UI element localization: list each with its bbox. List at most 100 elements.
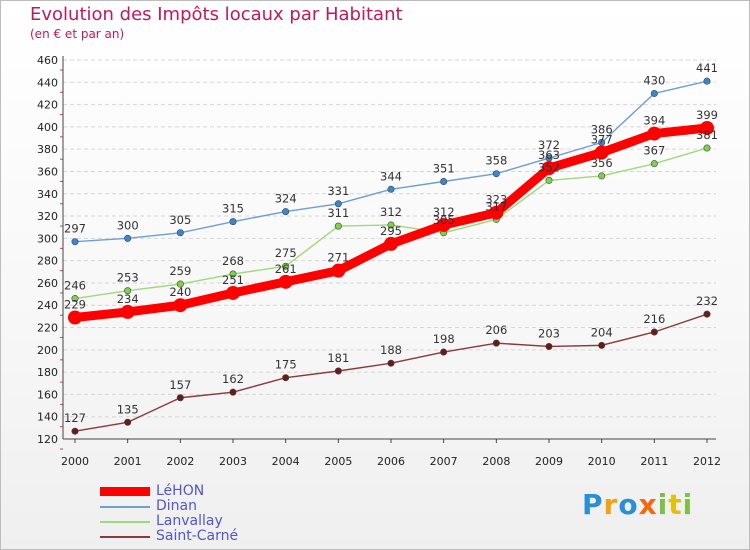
data-point xyxy=(703,144,711,152)
data-label: 216 xyxy=(643,312,665,326)
data-label: 317 xyxy=(485,199,507,213)
y-tick-label: 140 xyxy=(37,411,58,424)
data-point xyxy=(700,120,714,135)
x-tick-label: 2010 xyxy=(588,455,616,468)
y-tick-label: 220 xyxy=(37,322,58,335)
data-point xyxy=(334,200,342,208)
data-label: 253 xyxy=(117,271,139,285)
legend-swatch xyxy=(100,536,150,538)
data-label: 198 xyxy=(433,332,455,346)
data-point xyxy=(334,367,342,375)
data-label: 240 xyxy=(169,285,191,299)
x-tick-label: 2005 xyxy=(324,455,352,468)
data-point xyxy=(176,229,184,237)
data-point xyxy=(278,274,293,289)
data-label: 300 xyxy=(117,218,139,232)
y-tick-label: 460 xyxy=(37,54,58,67)
x-tick-label: 2003 xyxy=(219,455,247,468)
y-tick-label: 160 xyxy=(37,388,58,401)
data-point xyxy=(594,145,609,160)
x-tick-label: 2001 xyxy=(114,455,142,468)
data-point xyxy=(387,185,395,193)
data-label: 386 xyxy=(591,122,613,136)
legend-swatch xyxy=(100,487,150,496)
y-tick-label: 420 xyxy=(37,99,58,112)
logo-letter: r xyxy=(603,488,619,521)
data-point xyxy=(229,388,237,396)
x-tick-label: 2002 xyxy=(166,455,194,468)
data-label: 275 xyxy=(275,246,297,260)
data-point xyxy=(387,221,395,229)
data-label: 229 xyxy=(64,297,86,311)
legend-label: Lanvallay xyxy=(156,513,223,529)
data-point xyxy=(282,374,290,382)
data-point xyxy=(71,427,79,435)
logo-letter: t xyxy=(668,488,683,521)
proxiti-logo: Proxiti xyxy=(582,488,693,521)
data-label: 162 xyxy=(222,372,244,386)
data-point xyxy=(229,270,237,278)
y-tick-label: 280 xyxy=(37,255,58,268)
data-label: 246 xyxy=(64,279,86,293)
data-label: 181 xyxy=(327,351,349,365)
x-tick-label: 2012 xyxy=(693,455,721,468)
data-label: 188 xyxy=(380,343,402,357)
data-label: 232 xyxy=(696,294,718,308)
legend-label: Saint-Carné xyxy=(156,528,239,544)
data-label: 259 xyxy=(169,264,191,278)
x-tick-label: 2008 xyxy=(482,455,510,468)
data-point xyxy=(703,310,711,318)
data-label: 358 xyxy=(485,154,507,168)
data-label: 234 xyxy=(117,292,139,306)
x-tick-label: 2009 xyxy=(535,455,563,468)
x-tick-label: 2006 xyxy=(377,455,405,468)
data-label: 331 xyxy=(327,184,349,198)
x-tick-label: 2004 xyxy=(272,455,300,468)
data-label: 206 xyxy=(485,323,507,337)
data-point xyxy=(650,89,658,97)
data-point xyxy=(124,234,132,242)
data-point xyxy=(176,280,184,288)
data-point xyxy=(173,298,188,313)
data-label: 394 xyxy=(643,114,665,128)
data-point xyxy=(647,126,662,141)
legend-item: LéHON xyxy=(100,483,300,499)
data-label: 344 xyxy=(380,169,402,183)
data-label: 312 xyxy=(433,205,455,219)
data-label: 204 xyxy=(591,325,613,339)
data-label: 271 xyxy=(327,251,349,265)
chart-subtitle: (en € et par an) xyxy=(30,27,125,41)
data-point xyxy=(176,394,184,402)
data-label: 311 xyxy=(327,206,349,220)
logo-letter: P xyxy=(582,488,604,521)
data-point xyxy=(331,263,346,278)
data-point xyxy=(124,287,132,295)
data-label: 377 xyxy=(591,133,613,147)
x-tick-label: 2007 xyxy=(430,455,458,468)
y-tick-label: 360 xyxy=(37,165,58,178)
chart-title: Evolution des Impôts locaux par Habitant xyxy=(30,4,403,25)
data-point xyxy=(229,218,237,226)
data-label: 430 xyxy=(643,73,665,87)
data-label: 203 xyxy=(538,326,560,340)
data-label: 351 xyxy=(433,162,455,176)
data-point xyxy=(71,238,79,246)
logo-letter: o xyxy=(618,488,639,521)
data-point xyxy=(384,236,398,251)
data-label: 352 xyxy=(538,160,560,174)
y-tick-label: 260 xyxy=(37,277,58,290)
data-label: 297 xyxy=(64,222,86,236)
data-label: 251 xyxy=(222,273,244,287)
data-point xyxy=(650,160,658,168)
y-tick-label: 320 xyxy=(37,210,58,223)
data-point xyxy=(71,295,79,303)
data-label: 305 xyxy=(169,213,191,227)
data-point xyxy=(542,161,556,176)
data-point xyxy=(703,77,711,85)
data-label: 175 xyxy=(275,358,297,372)
data-point xyxy=(545,342,553,350)
data-label: 323 xyxy=(485,193,507,207)
logo-letter: i xyxy=(682,488,694,521)
legend-swatch xyxy=(100,506,150,508)
data-label: 295 xyxy=(380,224,402,238)
